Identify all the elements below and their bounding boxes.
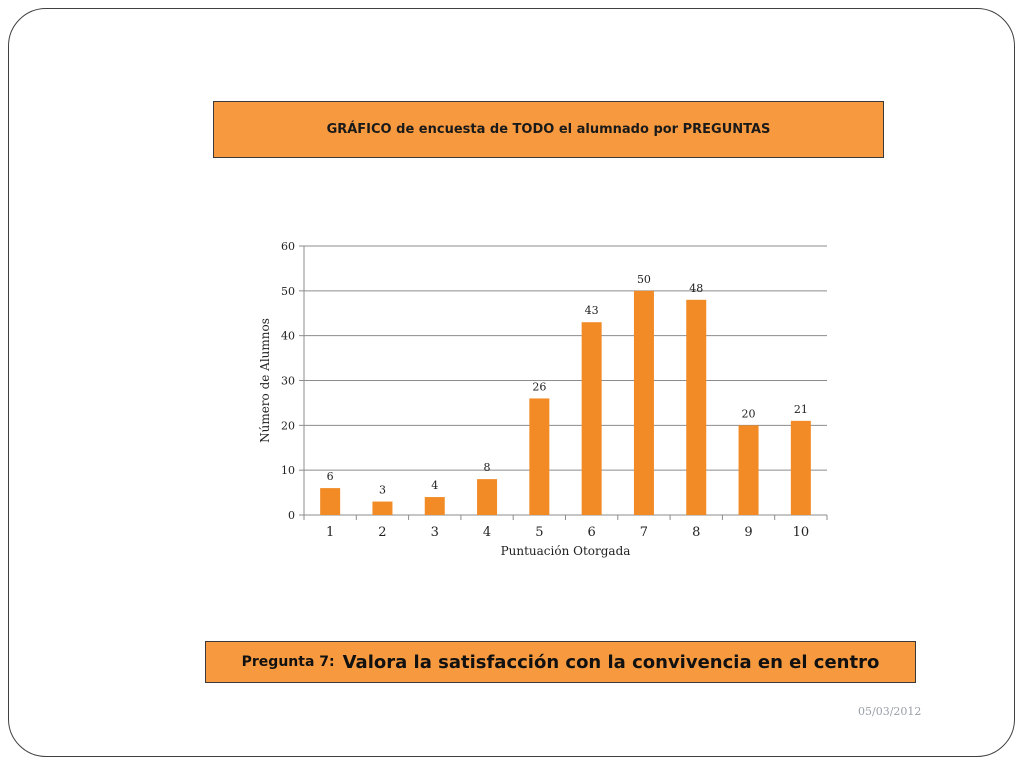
bar-data-label: 26	[532, 380, 546, 393]
bar-data-label: 6	[327, 470, 334, 483]
x-tick-label: 8	[692, 525, 700, 540]
y-tick-label: 40	[281, 330, 295, 343]
bar	[477, 479, 498, 515]
bar-data-label: 8	[484, 461, 491, 474]
x-tick-label: 5	[535, 525, 543, 540]
y-tick-label: 20	[281, 419, 295, 432]
bar-data-label: 43	[585, 304, 599, 317]
x-tick-label: 10	[793, 525, 810, 540]
y-axis-title: Número de Alumnos	[258, 318, 272, 443]
bar	[581, 322, 602, 515]
x-tick-label: 9	[744, 525, 752, 540]
bar-data-label: 50	[637, 273, 651, 286]
y-tick-label: 0	[288, 509, 295, 522]
chart-header-box: GRÁFICO de encuesta de TODO el alumnado …	[213, 101, 884, 158]
x-axis-title: Puntuación Otorgada	[501, 544, 631, 558]
y-tick-label: 60	[281, 240, 295, 253]
y-tick-label: 30	[281, 375, 295, 388]
x-tick-label: 2	[378, 525, 386, 540]
bar-data-label: 3	[379, 484, 386, 497]
x-tick-label: 1	[326, 525, 334, 540]
bar	[372, 501, 393, 515]
bar-data-label: 48	[689, 282, 703, 295]
bar	[686, 299, 707, 515]
bar	[529, 398, 550, 515]
y-tick-label: 50	[281, 285, 295, 298]
question-text: Valora la satisfacción con la convivenci…	[342, 651, 880, 673]
bar	[424, 497, 445, 515]
y-tick-label: 10	[281, 464, 295, 477]
x-tick-label: 3	[431, 525, 439, 540]
bar	[633, 290, 654, 515]
question-label: Pregunta 7:	[241, 654, 335, 670]
question-box: Pregunta 7: Valora la satisfacción con l…	[205, 641, 916, 683]
bar-data-label: 21	[794, 403, 808, 416]
bar-data-label: 4	[431, 479, 438, 492]
bar-chart: 0102030405060613243842654365074882092110…	[258, 240, 828, 558]
x-tick-label: 7	[640, 525, 648, 540]
x-tick-label: 6	[588, 525, 596, 540]
bar	[320, 488, 341, 515]
bar-data-label: 20	[742, 407, 756, 420]
bar	[738, 425, 759, 515]
chart-header-title: GRÁFICO de encuesta de TODO el alumnado …	[326, 122, 771, 137]
bar	[790, 420, 811, 515]
x-tick-label: 4	[483, 525, 491, 540]
footer-date: 05/03/2012	[858, 705, 922, 718]
